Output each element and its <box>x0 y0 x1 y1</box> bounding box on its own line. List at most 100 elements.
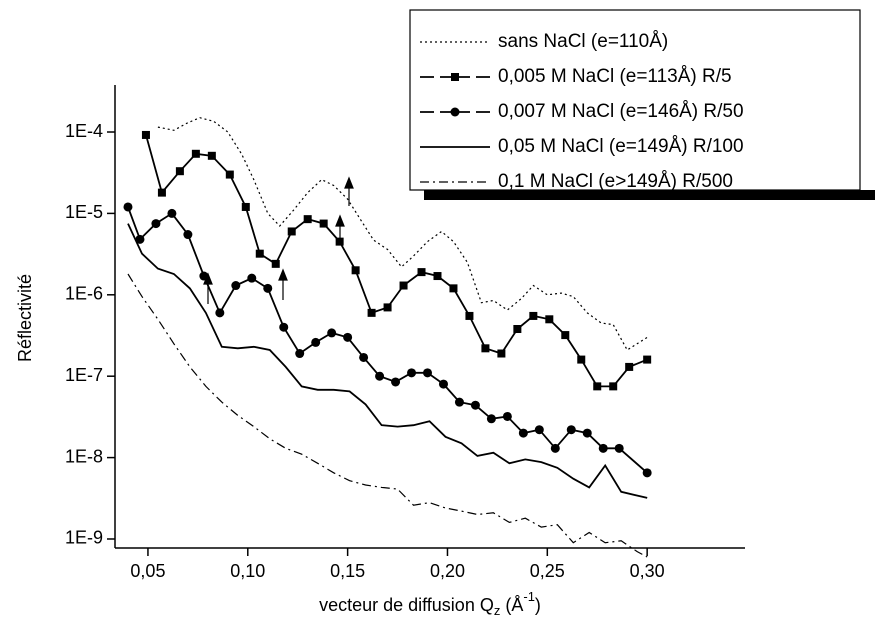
marker-circle <box>295 349 305 359</box>
marker-circle <box>486 414 496 424</box>
marker-square <box>625 362 634 371</box>
y-tick-label: 1E-7 <box>65 365 103 385</box>
arrow-head <box>278 268 288 281</box>
marker-square <box>561 331 570 340</box>
legend-label: sans NaCl (e=110Å) <box>498 31 668 52</box>
marker-square <box>319 219 328 228</box>
marker-circle <box>614 443 624 453</box>
arrows <box>203 176 354 304</box>
x-tick-label: 0,05 <box>130 561 165 581</box>
marker-circle <box>311 337 321 347</box>
x-label-sub: z <box>494 603 501 618</box>
marker-square <box>271 259 280 268</box>
marker-square <box>191 149 200 158</box>
y-tick-label: 1E-6 <box>65 284 103 304</box>
marker-circle <box>518 428 528 438</box>
marker-circle <box>502 411 512 421</box>
legend: sans NaCl (e=110Å) 0,005 M NaCl (e=113Å) … <box>409 9 875 200</box>
y-axis-label: Réflectivité <box>15 274 35 362</box>
x-label-text: vecteur de diffusion Q <box>319 595 494 615</box>
marker-circle <box>423 368 433 378</box>
x-tick-label: 0,20 <box>430 561 465 581</box>
marker-square <box>529 311 538 320</box>
marker-square <box>433 272 442 281</box>
marker-square <box>157 188 166 197</box>
x-label-open: (Å <box>500 595 523 615</box>
marker-square <box>609 382 618 391</box>
legend-shadow <box>424 190 875 200</box>
marker-square <box>545 315 554 324</box>
marker-square <box>383 303 392 312</box>
legend-label: 0,005 M NaCl (e=113Å) R/5 <box>498 66 732 87</box>
legend-box <box>409 9 861 191</box>
marker-square <box>255 249 264 258</box>
marker-circle <box>470 400 480 410</box>
marker-circle <box>359 352 369 362</box>
marker-circle <box>215 308 225 318</box>
marker-circle <box>391 377 401 387</box>
marker-square <box>303 215 312 224</box>
y-tick-label: 1E-8 <box>65 446 103 466</box>
arrow-head <box>335 214 345 227</box>
marker-circle <box>123 202 133 212</box>
marker-square <box>351 266 360 275</box>
marker-circle <box>450 107 460 117</box>
marker-circle <box>534 425 544 435</box>
marker-circle <box>135 234 145 244</box>
x-tick-label: 0,30 <box>630 561 665 581</box>
marker-circle <box>167 208 177 218</box>
marker-square <box>417 268 426 277</box>
y-tick-label: 1E-9 <box>65 528 103 548</box>
marker-square <box>175 167 184 176</box>
legend-label: 0,05 M NaCl (e=149Å) R/100 <box>498 136 744 157</box>
marker-circle <box>582 428 592 438</box>
marker-square <box>241 202 250 211</box>
marker-square <box>643 355 652 364</box>
legend-label: 0,1 M NaCl (e>149Å) R/500 <box>498 171 733 192</box>
marker-square <box>207 151 216 160</box>
marker-circle <box>550 443 560 453</box>
marker-square <box>449 284 458 293</box>
marker-circle <box>247 273 257 283</box>
legend-label: 0,007 M NaCl (e=146Å) R/50 <box>498 101 744 122</box>
x-label-sup: -1 <box>523 589 535 604</box>
marker-square <box>577 355 586 364</box>
marker-circle <box>183 230 193 240</box>
x-axis-label: vecteur de diffusion Qz (Å-1) <box>319 589 541 618</box>
marker-circle <box>279 322 289 332</box>
marker-circle <box>598 443 608 453</box>
marker-square <box>287 227 296 236</box>
marker-circle <box>375 371 385 381</box>
marker-square <box>141 130 150 139</box>
series-line <box>127 223 648 499</box>
marker-circle <box>343 332 353 342</box>
marker-square <box>335 237 344 246</box>
series-line <box>157 117 648 351</box>
arrow-head <box>344 176 354 189</box>
marker-square <box>481 344 490 353</box>
marker-circle <box>454 397 464 407</box>
x-tick-label: 0,15 <box>330 561 365 581</box>
x-label-close: ) <box>535 595 541 615</box>
marker-circle <box>151 219 161 229</box>
marker-circle <box>407 368 417 378</box>
marker-square <box>399 281 408 290</box>
marker-circle <box>642 468 652 478</box>
marker-circle <box>327 328 337 338</box>
x-tick-label: 0,25 <box>530 561 565 581</box>
marker-circle <box>566 425 576 435</box>
marker-square <box>451 73 459 81</box>
y-tick-label: 1E-5 <box>65 202 103 222</box>
marker-circle <box>263 283 273 293</box>
marker-square <box>593 382 602 391</box>
y-tick-label: 1E-4 <box>65 121 103 141</box>
marker-square <box>497 349 506 358</box>
x-tick-label: 0,10 <box>230 561 265 581</box>
marker-square <box>367 308 376 317</box>
marker-square <box>225 170 234 179</box>
marker-circle <box>199 271 209 281</box>
marker-square <box>465 311 474 320</box>
marker-square <box>513 325 522 334</box>
marker-circle <box>438 379 448 389</box>
